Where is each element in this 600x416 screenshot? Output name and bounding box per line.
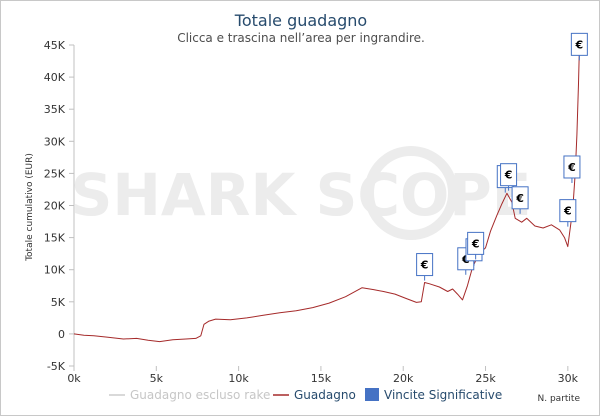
x-tick-label: 5k: [150, 372, 164, 385]
euro-icon: €: [567, 161, 576, 174]
euro-icon: €: [515, 192, 524, 205]
plot-area[interactable]: [73, 45, 581, 366]
y-tick-label: 40K: [44, 71, 66, 84]
x-axis: 0k 5k 10k 15k 20k 25k 30k: [67, 366, 579, 385]
series-line-guadagno: [73, 47, 580, 343]
marker-box: [511, 186, 529, 210]
significant-win-marker[interactable]: €: [416, 253, 434, 281]
y-tick-label: 25K: [44, 167, 66, 180]
y-axis-label: Totale cumulativo (EUR): [25, 153, 35, 262]
y-tick-label: 15K: [44, 232, 66, 245]
significant-win-marker[interactable]: €: [559, 199, 577, 227]
series-layer: [73, 47, 580, 343]
y-tick-label: 20K: [44, 200, 66, 213]
legend-label: Vincite Significative: [384, 388, 502, 402]
y-tick-label: 5K: [51, 296, 66, 309]
legend-label: Guadagno escluso rake: [130, 388, 270, 402]
euro-icon: €: [575, 38, 584, 51]
y-tick-label: 30K: [44, 135, 66, 148]
legend[interactable]: Guadagno escluso rake Guadagno Vincite Sig…: [109, 388, 502, 402]
euro-icon: €: [471, 237, 480, 250]
x-tick-label: 0k: [67, 372, 81, 385]
euro-icon: €: [504, 169, 513, 182]
x-axis-label: N. partite: [538, 394, 581, 404]
legend-symbol: [365, 388, 379, 401]
chart-title: Totale guadagno: [234, 11, 367, 30]
watermark-ring: [364, 146, 458, 240]
x-tick-label: 25k: [475, 372, 496, 385]
significant-win-marker[interactable]: €: [570, 32, 588, 61]
y-tick-label: 45K: [44, 39, 66, 52]
significant-win-marker[interactable]: €: [563, 155, 581, 183]
euro-icon: €: [420, 259, 429, 272]
legend-label: Guadagno: [294, 388, 356, 402]
y-tick-label: 0: [58, 328, 65, 341]
chart-subtitle: Clicca e trascina nell’area per ingrandi…: [177, 31, 425, 45]
significant-wins-markers: €€€€€€€€€€: [416, 32, 588, 281]
legend-item[interactable]: Vincite Significative: [365, 388, 502, 402]
y-tick-label: 35K: [44, 103, 66, 116]
plot-background[interactable]: [74, 45, 581, 366]
significant-win-marker[interactable]: €: [511, 186, 529, 214]
euro-icon: €: [461, 253, 470, 266]
significant-win-marker[interactable]: €: [467, 231, 485, 260]
y-axis: -5K 0 5K 10K 15K 20K 25K 30K 35K 40K 45K: [44, 39, 74, 373]
marker-box: [570, 32, 588, 56]
marker-box: [467, 231, 485, 255]
x-tick-label: 15k: [311, 372, 332, 385]
y-tick-label: 10K: [44, 264, 66, 277]
marker-box: [559, 199, 577, 223]
euro-icon: €: [563, 205, 572, 218]
x-tick-label: 20k: [393, 372, 414, 385]
marker-box: [500, 163, 518, 187]
x-tick-label: 30k: [558, 372, 579, 385]
y-tick-label: -5K: [47, 360, 66, 373]
x-tick-label: 10k: [228, 372, 249, 385]
watermark-logo: SHARK SCOPE: [71, 146, 531, 240]
legend-item[interactable]: Guadagno: [273, 388, 356, 402]
legend-item[interactable]: Guadagno escluso rake: [109, 388, 270, 402]
marker-box: [563, 155, 581, 179]
significant-win-marker[interactable]: €: [500, 163, 518, 191]
marker-box: [416, 253, 434, 277]
